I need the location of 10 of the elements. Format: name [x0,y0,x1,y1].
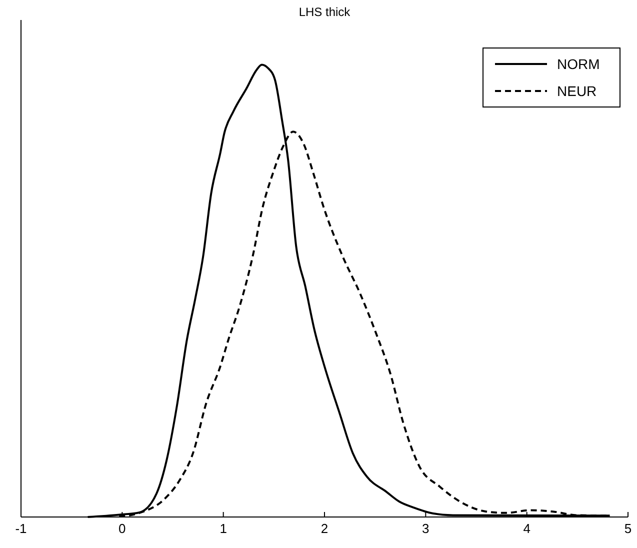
chart-title: LHS thick [298,5,352,19]
legend-label: NORM [557,56,600,72]
x-tick-label: 1 [220,521,227,536]
x-tick-label: -1 [15,521,27,536]
legend-label: NEUR [557,83,597,99]
x-tick-label: 5 [624,521,632,536]
x-tick-label: 3 [422,521,430,536]
x-tick-label: 0 [118,521,126,536]
x-tick-label: 2 [320,521,328,536]
x-tick-label: 4 [523,521,530,536]
